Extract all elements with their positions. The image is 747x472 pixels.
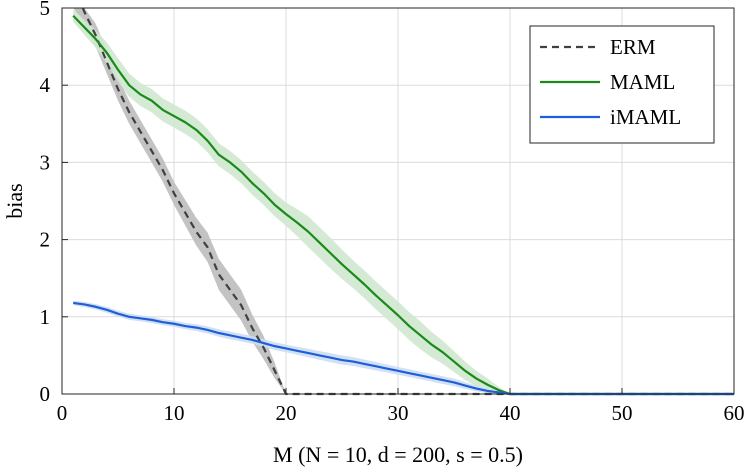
y-tick-label: 0 [40,382,51,406]
legend-label-maml: MAML [610,70,675,94]
x-tick-label: 0 [57,401,68,425]
x-tick-label: 20 [276,401,297,425]
legend: ERM MAML iMAML [529,25,715,144]
x-tick-label: 10 [164,401,185,425]
y-tick-label: 3 [40,150,51,174]
x-tick-label: 60 [724,401,745,425]
y-tick-label: 4 [40,73,51,97]
x-tick-label: 30 [388,401,409,425]
series-line-imaml [73,301,734,396]
series-lines [72,7,734,396]
y-tick-label: 2 [40,228,51,252]
legend-label-imaml: iMAML [610,105,681,129]
series-line-maml [72,14,734,396]
y-axis-label: bias [2,183,27,218]
axis-ticks: 0 10 20 30 40 50 60 0 1 2 3 4 5 [40,0,745,425]
x-tick-label: 40 [500,401,521,425]
x-tick-label: 50 [612,401,633,425]
legend-box [529,25,715,144]
y-tick-label: 1 [40,305,51,329]
legend-label-erm: ERM [610,35,656,59]
x-axis-label: M (N = 10, d = 200, s = 0.5) [273,442,523,467]
series-line-erm [81,7,734,396]
y-tick-label: 5 [40,0,51,20]
